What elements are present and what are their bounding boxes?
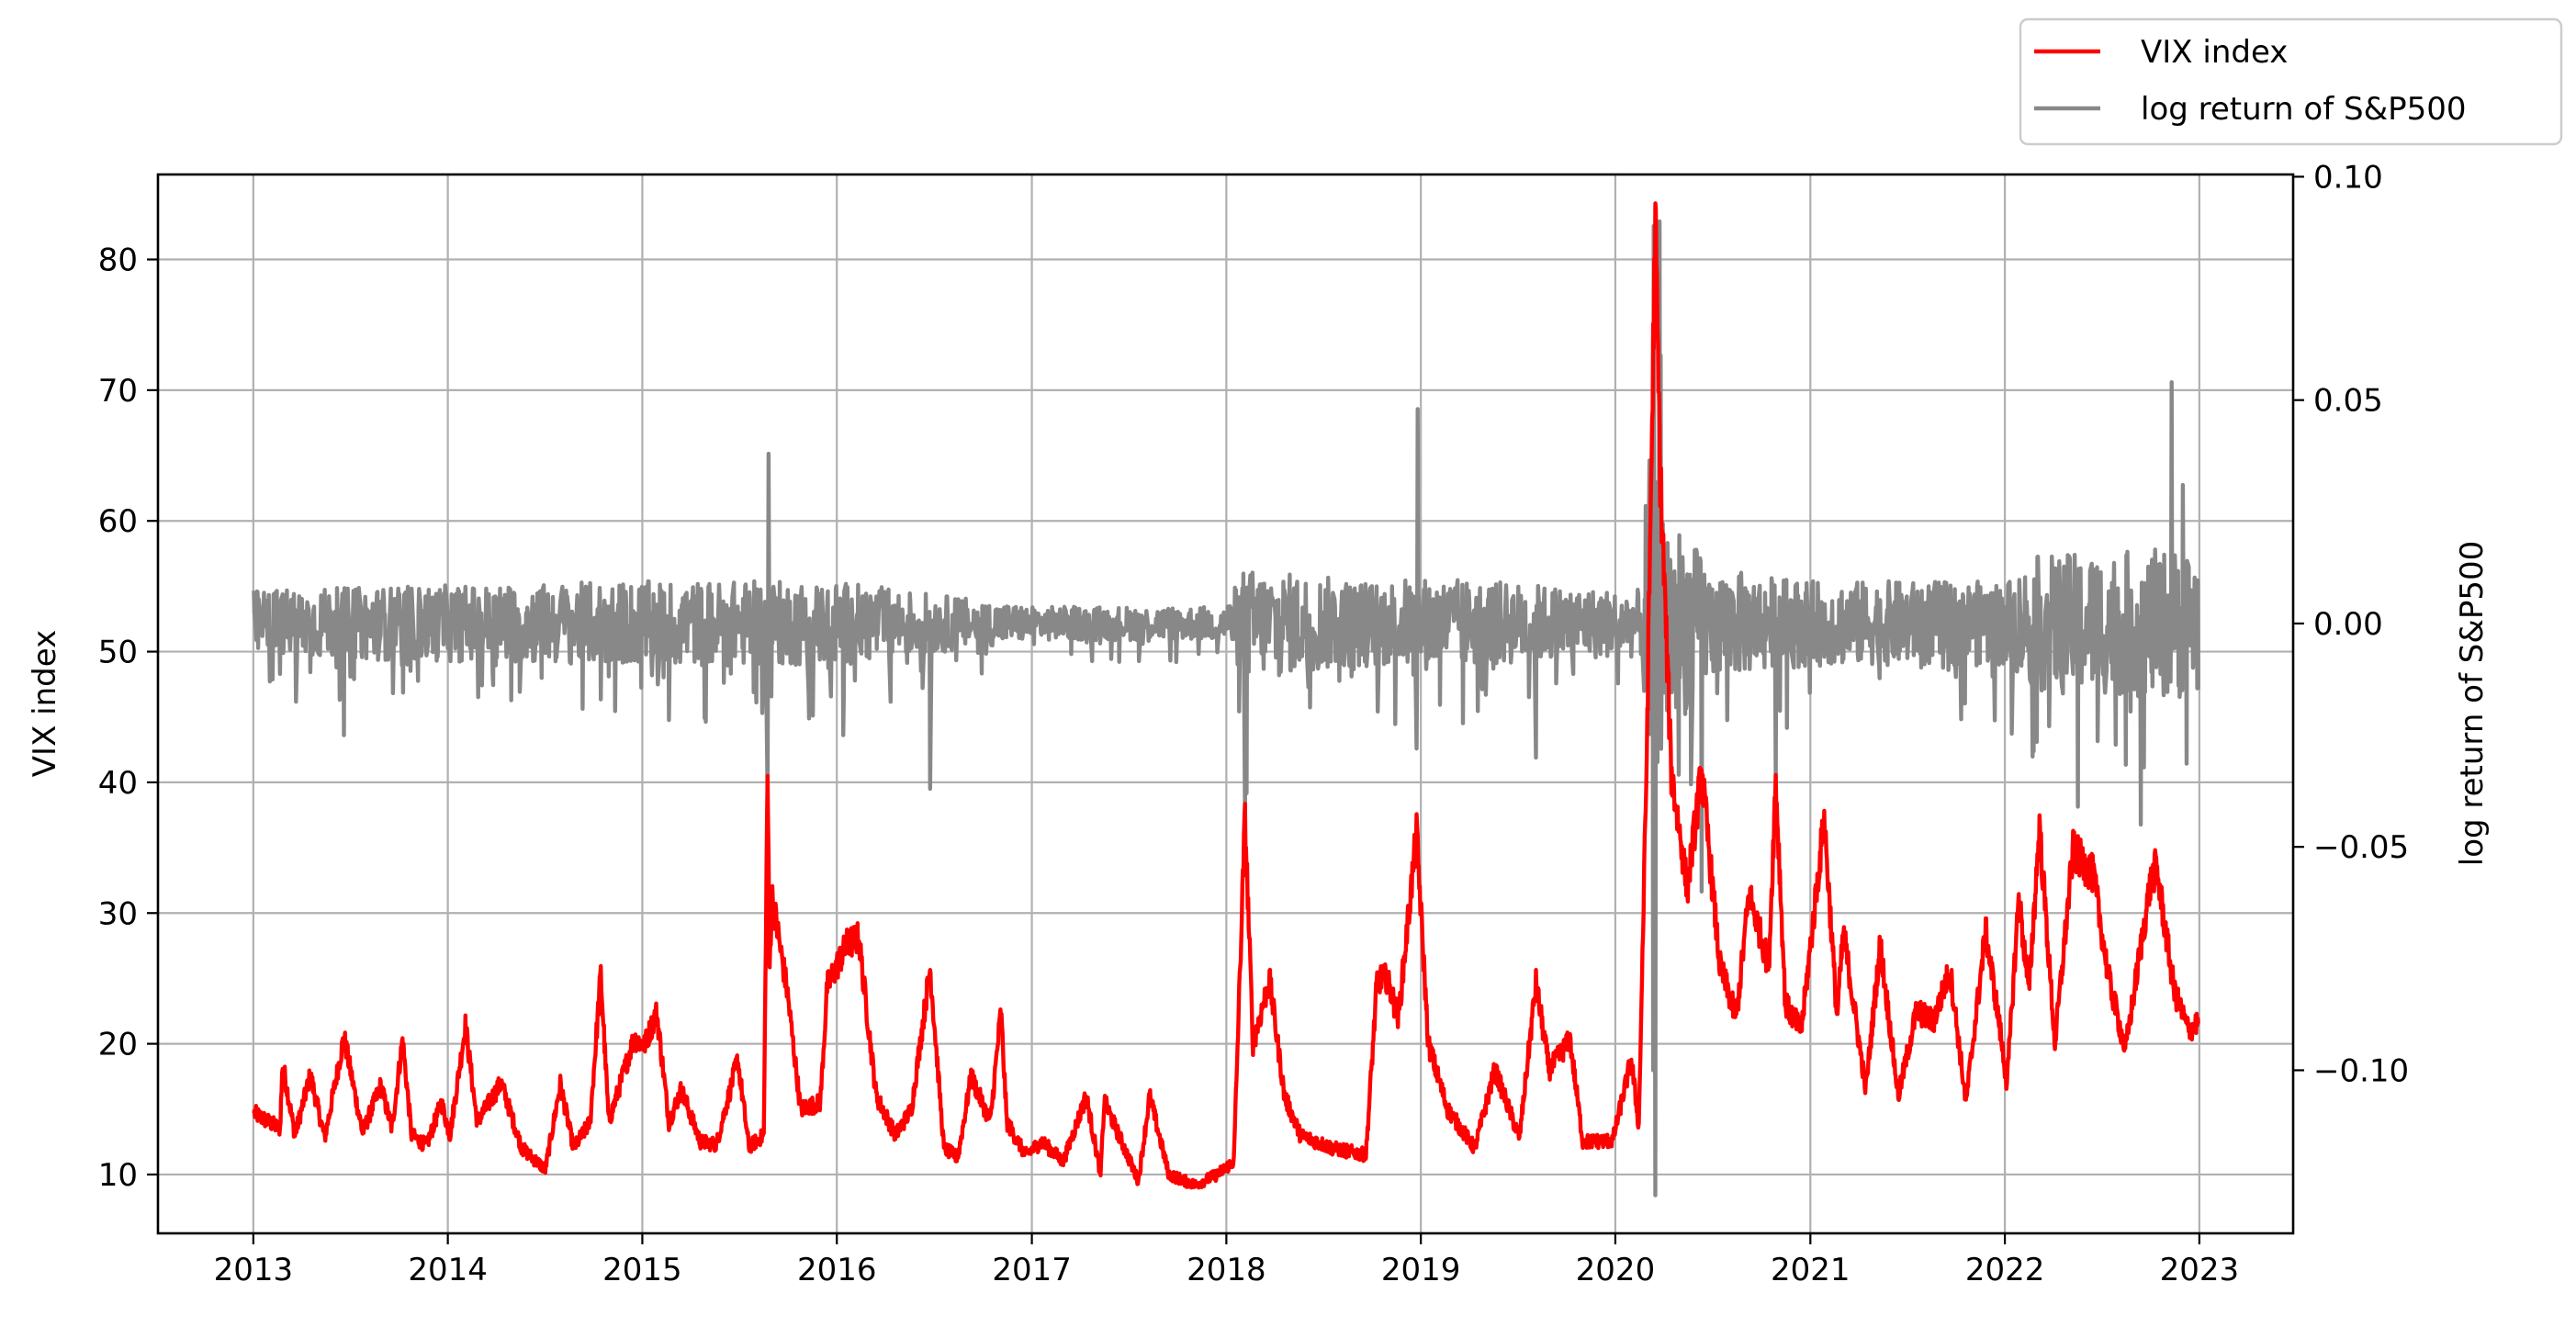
x-tick-label: 2021	[1771, 1252, 1850, 1288]
y-right-tick-label: −0.10	[2313, 1052, 2409, 1089]
series-line-log-return	[252, 219, 2200, 1198]
y-axis-right: −0.10 −0.05 0.00 0.05 0.10	[2293, 159, 2409, 1089]
grid	[158, 174, 2293, 1233]
series-area	[252, 201, 2200, 1198]
y-left-tick-label: 20	[98, 1027, 138, 1063]
y-left-tick-label: 60	[98, 503, 138, 540]
y-axis-left: 10 20 30 40 50 60 70 80	[98, 242, 158, 1194]
legend-label-log-return: log return of S&P500	[2141, 91, 2466, 128]
y-axis-right-label: log return of S&P500	[2454, 541, 2491, 866]
x-tick-label: 2017	[992, 1252, 1072, 1288]
y-right-tick-label: 0.10	[2313, 159, 2383, 196]
y-right-tick-label: 0.05	[2313, 383, 2383, 420]
x-tick-label: 2022	[1965, 1252, 2045, 1288]
y-left-tick-label: 30	[98, 895, 138, 932]
x-tick-label: 2016	[797, 1252, 877, 1288]
y-left-tick-label: 50	[98, 635, 138, 671]
x-tick-label: 2020	[1576, 1252, 1656, 1288]
y-axis-left-label: VIX index	[27, 630, 63, 777]
x-tick-label: 2019	[1381, 1252, 1461, 1288]
x-tick-label: 2014	[408, 1252, 488, 1288]
legend-label-vix: VIX index	[2141, 34, 2288, 71]
series-line-vix	[252, 201, 2200, 1190]
y-left-tick-label: 80	[98, 242, 138, 279]
x-tick-label: 2018	[1187, 1252, 1266, 1288]
legend-box	[2019, 17, 2563, 146]
y-right-tick-label: −0.05	[2313, 829, 2409, 866]
y-left-tick-label: 10	[98, 1157, 138, 1194]
y-left-tick-label: 40	[98, 765, 138, 802]
x-tick-label: 2015	[602, 1252, 682, 1288]
y-right-tick-label: 0.00	[2313, 606, 2383, 643]
x-axis: 2013 2014 2015 2016 2017 2018 2019 2020 2021 2022…	[214, 1233, 2240, 1288]
legend: VIX index log return of S&P500	[2019, 17, 2563, 146]
y-left-tick-label: 70	[98, 373, 138, 410]
x-tick-label: 2013	[214, 1252, 294, 1288]
x-tick-label: 2023	[2160, 1252, 2240, 1288]
